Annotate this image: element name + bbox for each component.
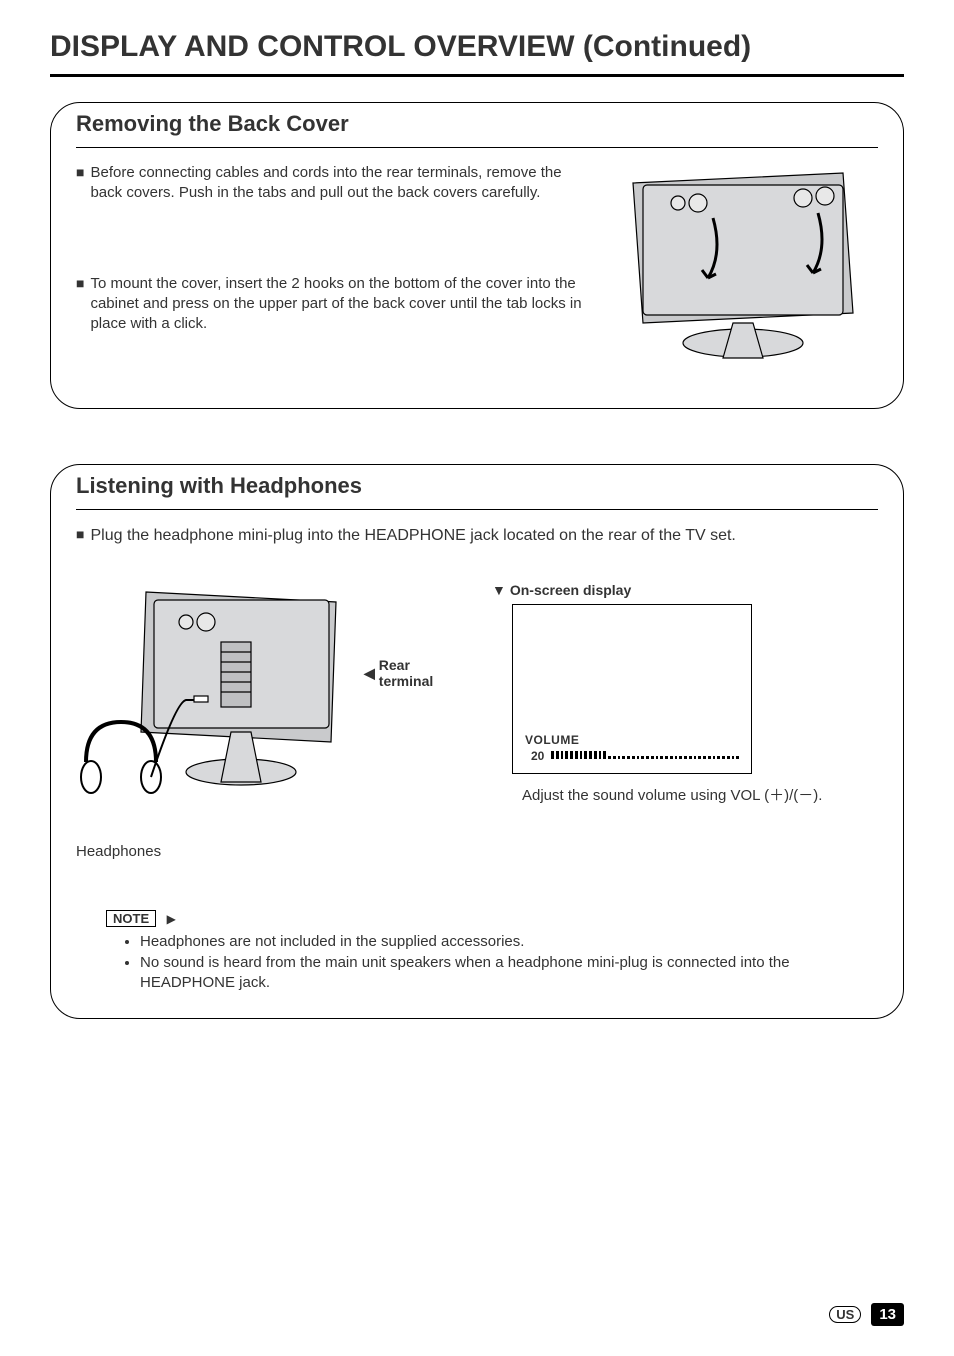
volume-tick-off xyxy=(708,756,711,759)
rear-terminal-label: Rear terminal xyxy=(379,657,462,689)
volume-tick-off xyxy=(622,756,625,759)
volume-tick-off xyxy=(665,756,668,759)
volume-tick-on xyxy=(584,751,587,759)
volume-tick-off xyxy=(703,756,706,759)
volume-tick-off xyxy=(694,756,697,759)
panel-back-cover: Removing the Back Cover ■ Before connect… xyxy=(50,102,904,409)
volume-tick-off xyxy=(641,756,644,759)
on-screen-display-box: VOLUME 20 xyxy=(512,604,752,774)
volume-tick-on xyxy=(589,751,592,759)
back-cover-illustration xyxy=(608,163,878,383)
title-rule xyxy=(50,74,904,77)
osd-volume-bar xyxy=(551,751,739,759)
volume-tick-on xyxy=(561,751,564,759)
bullet-item: ■ To mount the cover, insert the 2 hooks… xyxy=(76,274,588,335)
volume-tick-off xyxy=(637,756,640,759)
page-number-badge: 13 xyxy=(871,1303,904,1326)
page-title: DISPLAY AND CONTROL OVERVIEW (Continued) xyxy=(50,30,904,64)
note-block: NOTE ▶ Headphones are not included in th… xyxy=(76,910,878,993)
volume-tick-on xyxy=(575,751,578,759)
volume-tick-off xyxy=(727,756,730,759)
volume-tick-on xyxy=(580,751,583,759)
panel-headphones: Listening with Headphones ■ Plug the hea… xyxy=(50,464,904,1019)
volume-tick-on xyxy=(570,751,573,759)
volume-tick-off xyxy=(646,756,649,759)
osd-caption: Adjust the sound volume using VOL (＋)/(－… xyxy=(522,786,878,806)
volume-tick-off xyxy=(632,756,635,759)
volume-tick-off xyxy=(732,756,735,759)
note-tag: NOTE xyxy=(106,910,156,927)
headphone-connection-illustration xyxy=(76,582,356,837)
volume-tick-off xyxy=(722,756,725,759)
panel-heading-headphones: Listening with Headphones xyxy=(76,473,878,499)
triangle-down-icon: ▼ xyxy=(492,582,506,598)
note-item: No sound is heard from the main unit spe… xyxy=(140,953,878,994)
volume-tick-off xyxy=(713,756,716,759)
bullet-text: Before connecting cables and cords into … xyxy=(90,163,588,204)
volume-tick-off xyxy=(736,756,739,759)
osd-volume-label: VOLUME xyxy=(525,733,579,747)
volume-tick-off xyxy=(618,756,621,759)
volume-tick-off xyxy=(613,756,616,759)
headphones-caption: Headphones xyxy=(76,843,462,860)
bullet-item: ■ Before connecting cables and cords int… xyxy=(76,163,588,204)
volume-tick-off xyxy=(675,756,678,759)
volume-tick-on xyxy=(594,751,597,759)
volume-tick-on xyxy=(556,751,559,759)
volume-tick-off xyxy=(656,756,659,759)
volume-tick-off xyxy=(679,756,682,759)
osd-heading: On-screen display xyxy=(510,582,631,598)
volume-tick-on xyxy=(565,751,568,759)
panel-heading-back-cover: Removing the Back Cover xyxy=(76,111,878,137)
volume-tick-on xyxy=(551,751,554,759)
volume-tick-on xyxy=(603,751,606,759)
volume-tick-on xyxy=(599,751,602,759)
note-item: Headphones are not included in the suppl… xyxy=(140,932,878,952)
volume-tick-off xyxy=(608,756,611,759)
bullet-text: To mount the cover, insert the 2 hooks o… xyxy=(90,274,588,335)
volume-tick-off xyxy=(684,756,687,759)
volume-tick-off xyxy=(670,756,673,759)
osd-volume-value: 20 xyxy=(531,749,544,763)
volume-tick-off xyxy=(689,756,692,759)
volume-tick-off xyxy=(627,756,630,759)
volume-tick-off xyxy=(651,756,654,759)
volume-tick-off xyxy=(660,756,663,759)
triangle-left-icon: ◀ xyxy=(364,665,375,682)
region-badge: US xyxy=(829,1306,861,1323)
square-bullet-icon: ■ xyxy=(76,274,84,335)
square-bullet-icon: ■ xyxy=(76,525,84,547)
volume-tick-off xyxy=(698,756,701,759)
volume-tick-off xyxy=(717,756,720,759)
square-bullet-icon: ■ xyxy=(76,163,84,204)
intro-text: Plug the headphone mini-plug into the HE… xyxy=(90,525,735,547)
note-arrow-icon: ▶ xyxy=(167,912,176,926)
